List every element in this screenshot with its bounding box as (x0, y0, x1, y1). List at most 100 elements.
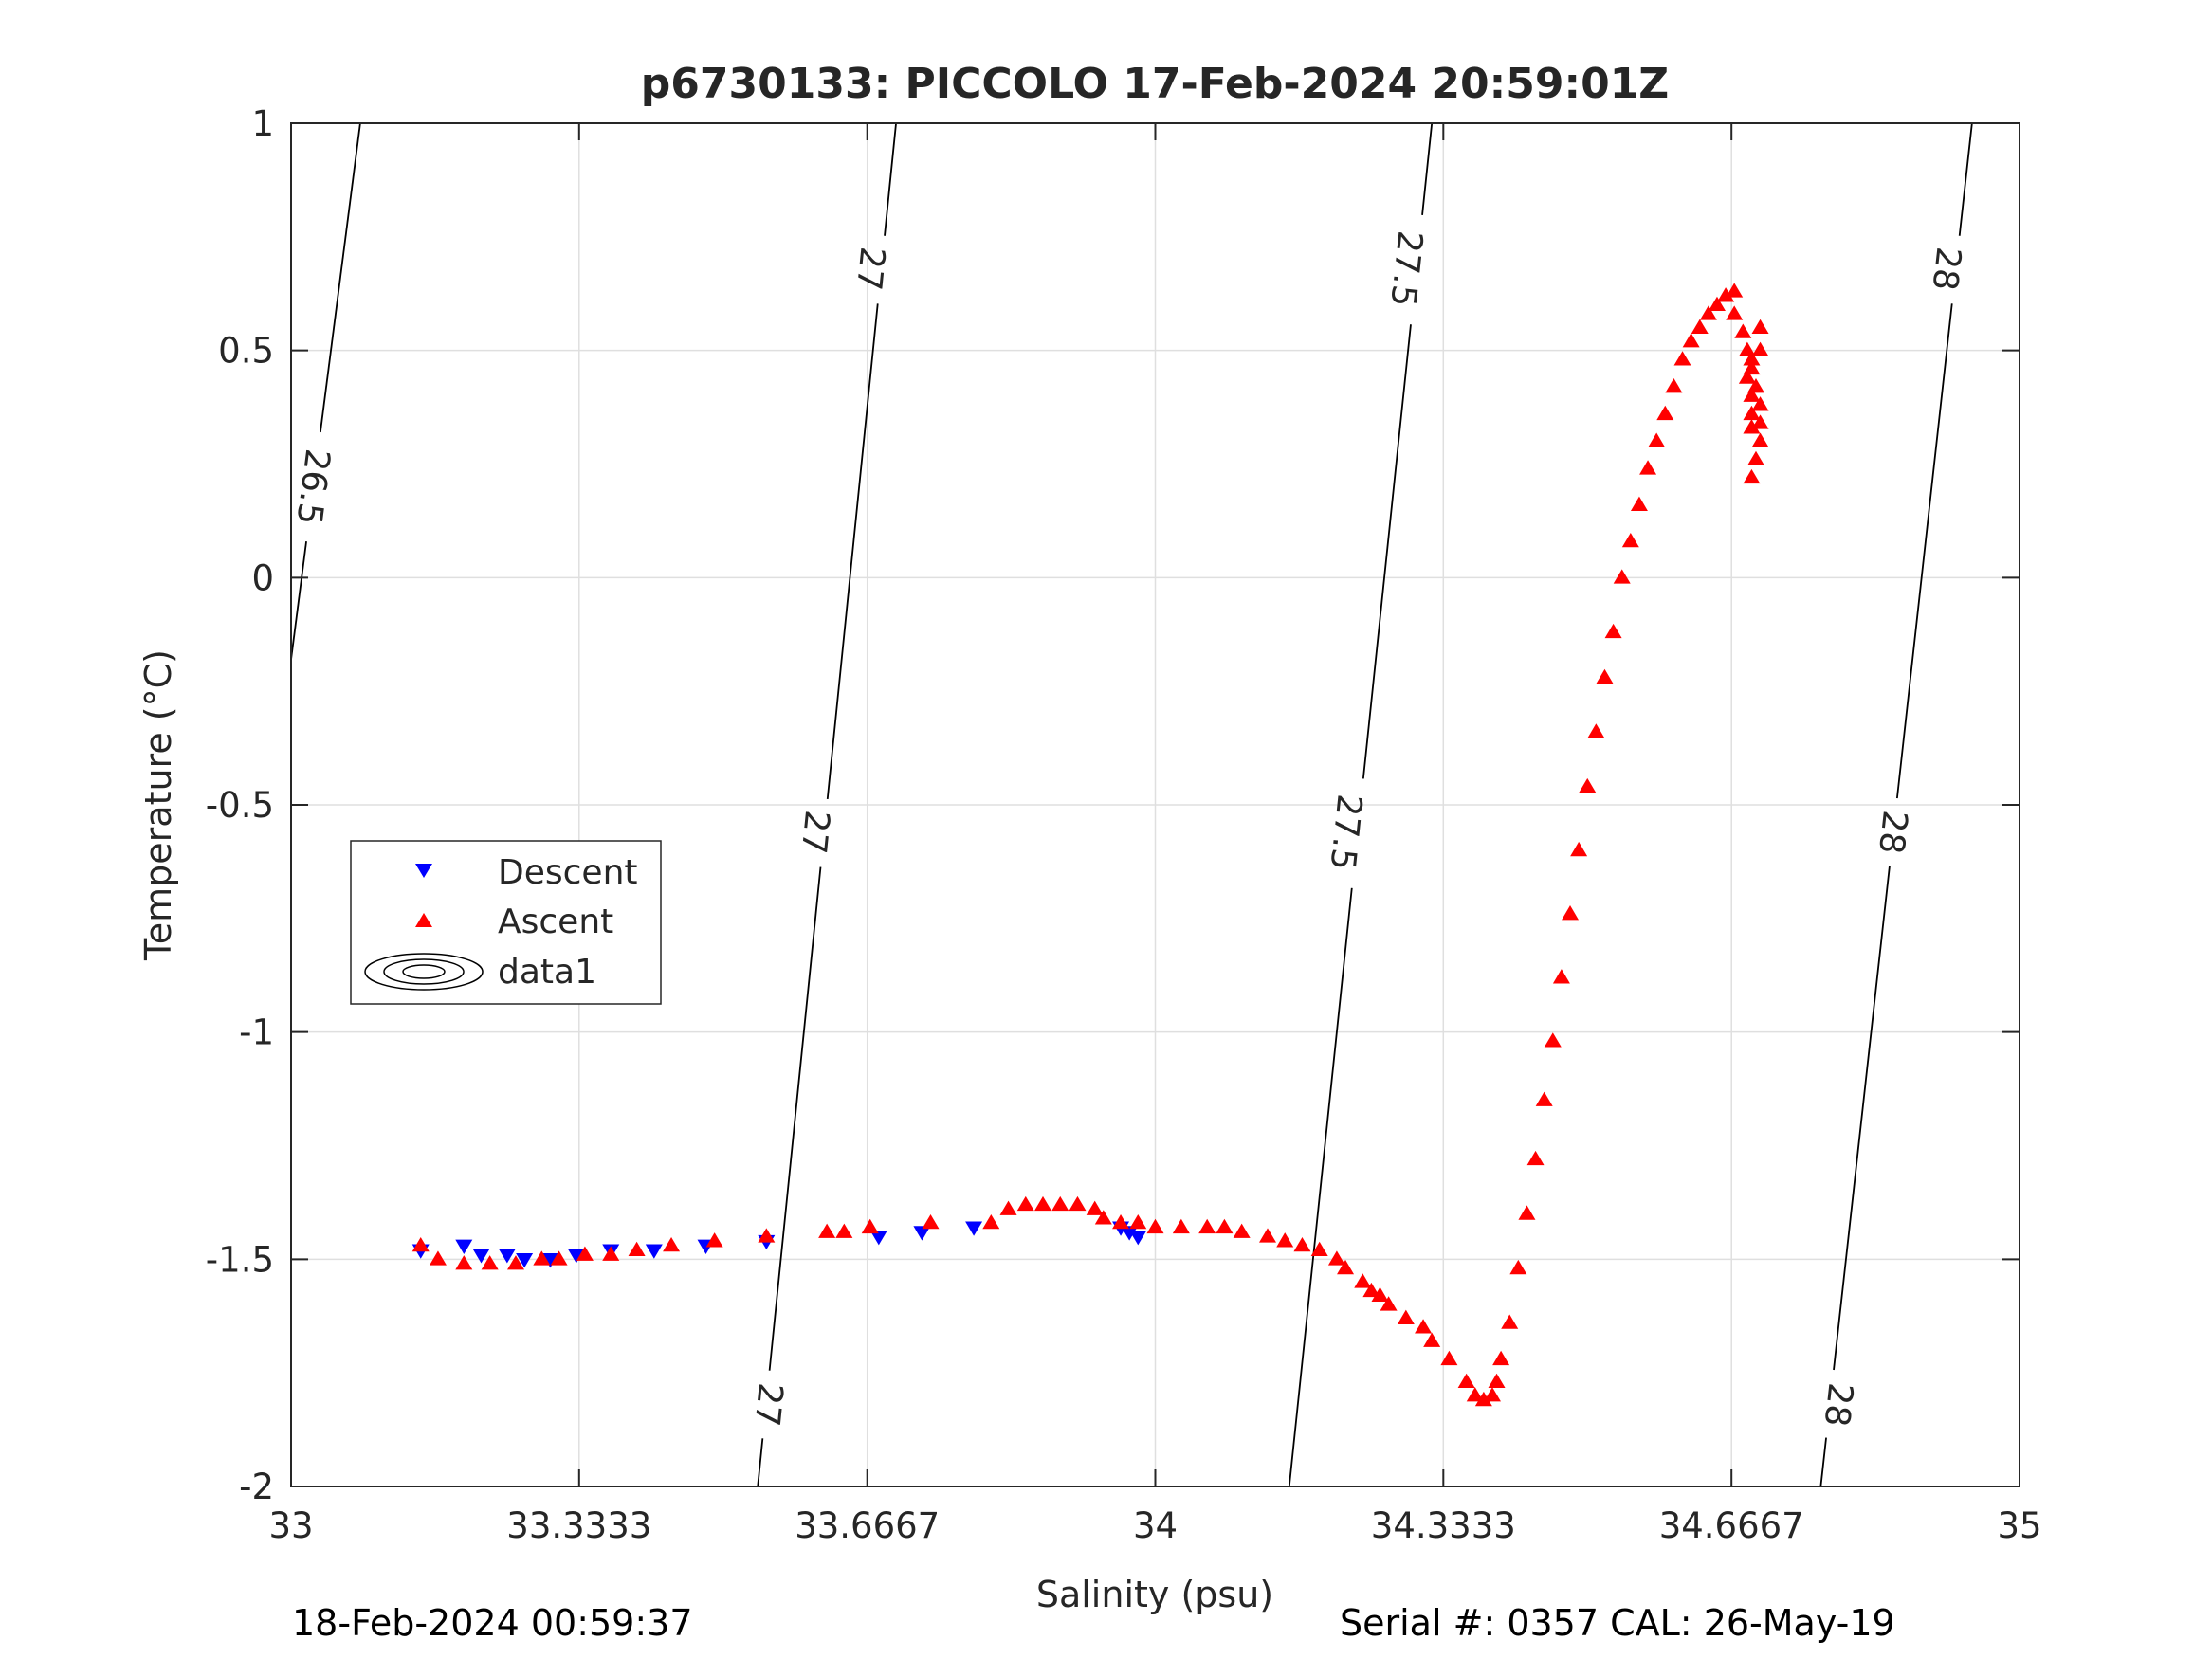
ascent-point (1665, 378, 1683, 393)
ascent-point (1423, 1332, 1441, 1347)
ascent-point (533, 1250, 551, 1266)
ascent-point (1726, 305, 1744, 320)
legend: Descent Ascent data1 (350, 840, 662, 1005)
ascent-point (1440, 1350, 1458, 1366)
descent-point (516, 1253, 534, 1268)
ascent-point (1466, 1387, 1484, 1402)
ascent-point (1509, 1259, 1527, 1275)
ascent-point (1172, 1218, 1190, 1234)
ascent-point (1146, 1218, 1164, 1234)
ascent-point (1743, 405, 1761, 421)
contour-label-27.5: 27.5 (1322, 793, 1368, 872)
ascent-point (1648, 432, 1666, 447)
y-tick-label: 1 (251, 103, 274, 144)
contour-line-27.5 (1362, 324, 1412, 779)
descent-point (913, 1226, 931, 1241)
y-tick-label: 0 (251, 557, 274, 598)
ascent-point (1708, 296, 1726, 312)
ascent-point (1415, 1319, 1433, 1334)
descent-point (472, 1249, 490, 1264)
contour-label-27: 27 (746, 1381, 789, 1429)
ascent-point (1051, 1195, 1069, 1212)
legend-descent-label: Descent (498, 853, 638, 892)
legend-contour-icon (364, 953, 484, 991)
ascent-point (1673, 351, 1691, 366)
ascent-point (1587, 723, 1605, 738)
ascent-point (1604, 623, 1622, 639)
ascent-point (1743, 468, 1761, 484)
contour-label-28: 28 (1817, 1381, 1860, 1429)
ascent-point (1112, 1213, 1130, 1230)
ascent-point (1596, 668, 1614, 684)
ascent-point (1562, 905, 1580, 921)
ascent-point (1094, 1210, 1112, 1225)
x-tick-label: 33 (268, 1505, 313, 1546)
ascent-point (1483, 1387, 1501, 1402)
descent-point (965, 1221, 983, 1236)
descent-point (645, 1244, 663, 1259)
y-axis-label: Temperature (°C) (137, 649, 179, 961)
ascent-point (1337, 1259, 1355, 1275)
ascent-point (1293, 1236, 1311, 1252)
ascent-point (1526, 1150, 1545, 1166)
descent-point (498, 1249, 516, 1264)
ascent-point (576, 1246, 594, 1261)
ascent-point (481, 1255, 499, 1270)
ascent-point (550, 1250, 568, 1266)
ascent-point (1397, 1309, 1415, 1324)
ascent-point (1699, 305, 1717, 320)
ascent-point (1691, 319, 1709, 334)
contour-label-28: 28 (1925, 245, 1968, 292)
ascent-point (1621, 532, 1639, 548)
ascent-point (1656, 405, 1674, 421)
ascent-point (1258, 1228, 1276, 1243)
contour-line-28 (1895, 303, 1953, 799)
ascent-point (1743, 351, 1761, 366)
ascent-point (1630, 496, 1648, 511)
ascent-point (705, 1232, 723, 1248)
descent-point (1121, 1226, 1139, 1241)
ascent-point (1216, 1218, 1234, 1234)
ascent-point (1743, 419, 1761, 434)
ascent-point (1639, 460, 1657, 475)
ascent-point (1734, 323, 1752, 338)
y-tick-label: -1 (239, 1012, 274, 1053)
descent-point (869, 1231, 887, 1246)
ascent-point (982, 1213, 1000, 1230)
ascent-point (1570, 841, 1588, 857)
ascent-point (1726, 283, 1744, 298)
axis-ticks: 33 33.3333 33.6667 34 34.3333 34.6667 35 1 0.5 0 -… (206, 103, 2042, 1546)
ascent-point (1751, 414, 1769, 429)
ascent-point (1492, 1350, 1510, 1366)
ascent-point (1751, 396, 1769, 411)
x-axis-label: Salinity (psu) (1036, 1574, 1273, 1615)
data-points (411, 283, 1769, 1407)
ascent-point (1016, 1195, 1034, 1212)
ascent-point (1488, 1373, 1506, 1389)
contour-label-28: 28 (1871, 809, 1914, 856)
ascent-point (1751, 432, 1769, 447)
ascent-point (1501, 1314, 1519, 1329)
contour-line-28 (1958, 122, 1973, 236)
contour-line-28 (1833, 866, 1891, 1371)
y-tick-label: -2 (239, 1467, 274, 1507)
x-tick-label: 34 (1133, 1505, 1178, 1546)
legend-descent-marker (415, 864, 432, 878)
legend-ascent-marker (415, 913, 432, 927)
ascent-point (1233, 1223, 1251, 1238)
ascent-point (506, 1255, 524, 1270)
contour-line-26.5 (319, 122, 361, 433)
descent-point (1129, 1231, 1147, 1246)
ascent-point (1354, 1273, 1372, 1288)
contour-label-27: 27 (849, 246, 891, 293)
ascent-point (1276, 1232, 1294, 1248)
ascent-point (1474, 1391, 1492, 1407)
contour-line-26.5 (290, 540, 307, 660)
ascent-point (861, 1218, 879, 1234)
ascent-point (1751, 319, 1769, 334)
x-tick-label: 33.3333 (506, 1505, 651, 1546)
ascent-point (663, 1236, 681, 1252)
ascent-point (1746, 450, 1764, 466)
descent-point (541, 1253, 559, 1268)
